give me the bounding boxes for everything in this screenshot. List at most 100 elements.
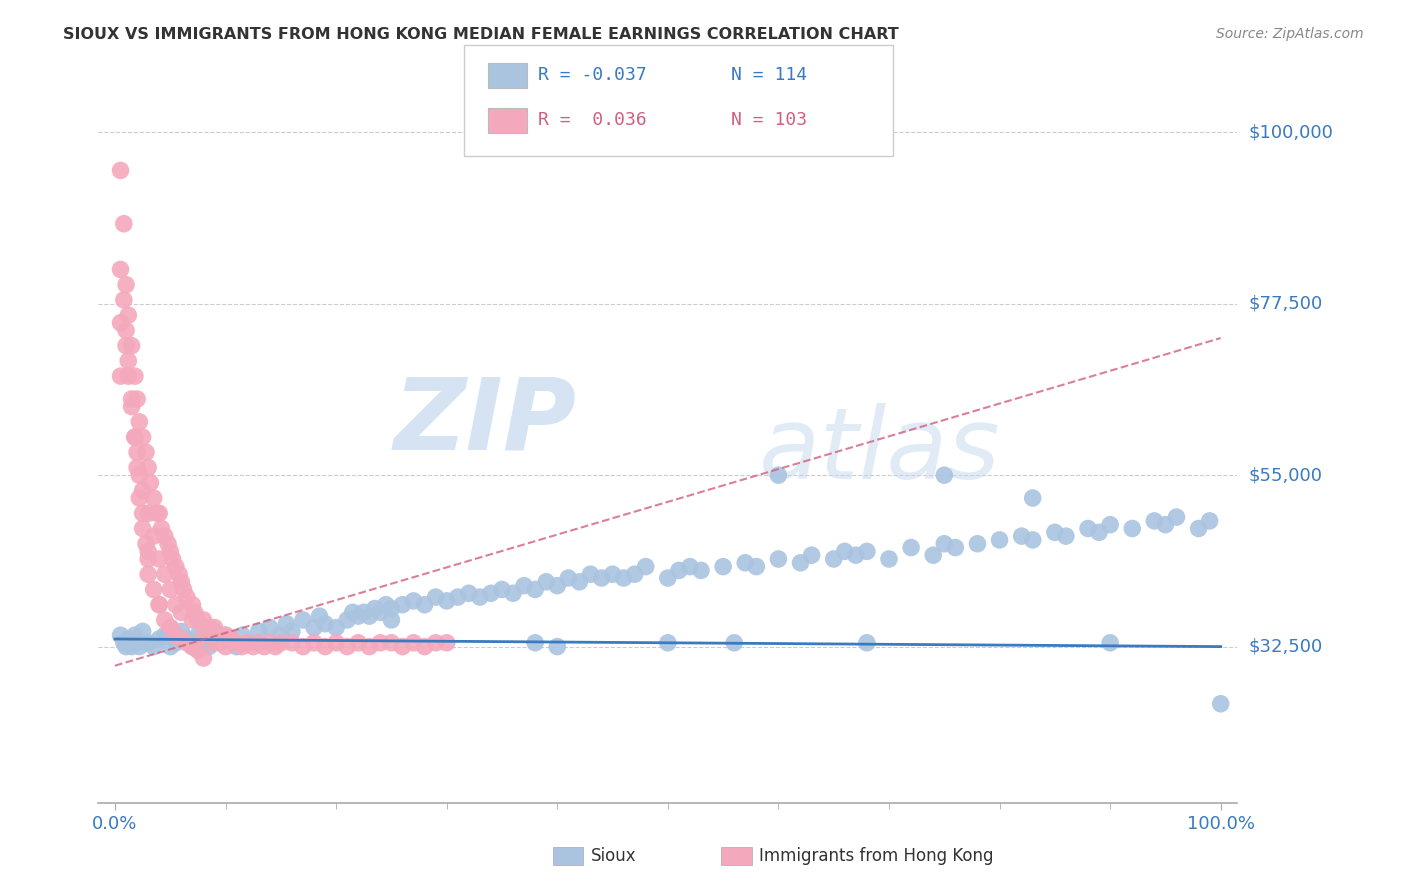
Point [270, 636, 292, 650]
Point [128, 491, 150, 505]
Point [142, 491, 165, 505]
Point [110, 369, 132, 384]
Point [193, 651, 215, 665]
Point [128, 468, 150, 483]
Text: R =  0.036: R = 0.036 [538, 111, 647, 128]
Point [225, 640, 247, 654]
Point [170, 624, 193, 639]
Point [153, 628, 176, 642]
Point [613, 571, 636, 585]
Point [153, 613, 176, 627]
Point [1209, 697, 1232, 711]
Point [170, 574, 193, 589]
Point [291, 613, 314, 627]
Point [943, 541, 966, 555]
Point [198, 640, 221, 654]
Point [121, 640, 143, 654]
Point [491, 582, 513, 597]
Point [1043, 525, 1066, 540]
Point [187, 643, 209, 657]
Point [165, 628, 187, 642]
Point [734, 556, 756, 570]
Point [457, 586, 479, 600]
Point [270, 628, 292, 642]
Point [264, 640, 287, 654]
Point [922, 548, 945, 562]
Text: $77,500: $77,500 [1249, 294, 1323, 313]
Text: ZIP: ZIP [394, 374, 576, 471]
Text: SIOUX VS IMMIGRANTS FROM HONG KONG MEDIAN FEMALE EARNINGS CORRELATION CHART: SIOUX VS IMMIGRANTS FROM HONG KONG MEDIA… [63, 27, 898, 42]
Point [146, 506, 169, 520]
Point [1011, 529, 1033, 543]
Point [136, 567, 159, 582]
Point [856, 544, 879, 558]
Text: N = 114: N = 114 [731, 66, 807, 84]
Point [170, 605, 193, 619]
Point [1166, 510, 1188, 524]
Point [127, 636, 149, 650]
Point [347, 609, 370, 624]
Point [391, 598, 413, 612]
Point [148, 632, 170, 646]
Point [142, 640, 165, 654]
Point [1077, 521, 1099, 535]
Point [634, 559, 657, 574]
Point [359, 640, 381, 654]
Point [380, 601, 402, 615]
Point [745, 559, 768, 574]
Point [204, 636, 226, 650]
Point [124, 628, 146, 642]
Point [1088, 525, 1111, 540]
Point [308, 609, 330, 624]
Point [1187, 521, 1209, 535]
Point [150, 521, 173, 535]
Point [176, 590, 198, 604]
Point [193, 636, 215, 650]
Point [139, 475, 162, 490]
Point [711, 559, 734, 574]
Point [131, 624, 153, 639]
Point [934, 537, 956, 551]
Point [877, 552, 900, 566]
Point [402, 636, 425, 650]
Point [524, 582, 547, 597]
Point [128, 415, 150, 429]
Point [193, 628, 215, 642]
Point [219, 632, 242, 646]
Point [131, 483, 153, 498]
Point [121, 338, 143, 352]
Point [136, 636, 159, 650]
Point [127, 460, 149, 475]
Point [276, 616, 298, 631]
Text: Immigrants from Hong Kong: Immigrants from Hong Kong [759, 847, 994, 865]
Point [214, 628, 236, 642]
Point [142, 529, 165, 543]
Point [668, 563, 690, 577]
Point [121, 400, 143, 414]
Point [374, 598, 396, 612]
Point [657, 571, 679, 585]
Point [110, 163, 132, 178]
Point [117, 632, 139, 646]
Point [187, 628, 209, 642]
Point [128, 640, 150, 654]
Point [198, 621, 221, 635]
Point [121, 392, 143, 406]
Point [159, 582, 181, 597]
Point [966, 537, 988, 551]
Point [468, 590, 491, 604]
Point [209, 636, 232, 650]
Point [834, 544, 856, 558]
Point [110, 628, 132, 642]
Point [131, 521, 153, 535]
Point [502, 586, 524, 600]
Point [380, 613, 402, 627]
Point [153, 567, 176, 582]
Point [165, 559, 187, 574]
Point [259, 636, 281, 650]
Point [359, 609, 381, 624]
Point [167, 567, 190, 582]
Point [117, 369, 139, 384]
Point [253, 640, 276, 654]
Point [579, 567, 602, 582]
